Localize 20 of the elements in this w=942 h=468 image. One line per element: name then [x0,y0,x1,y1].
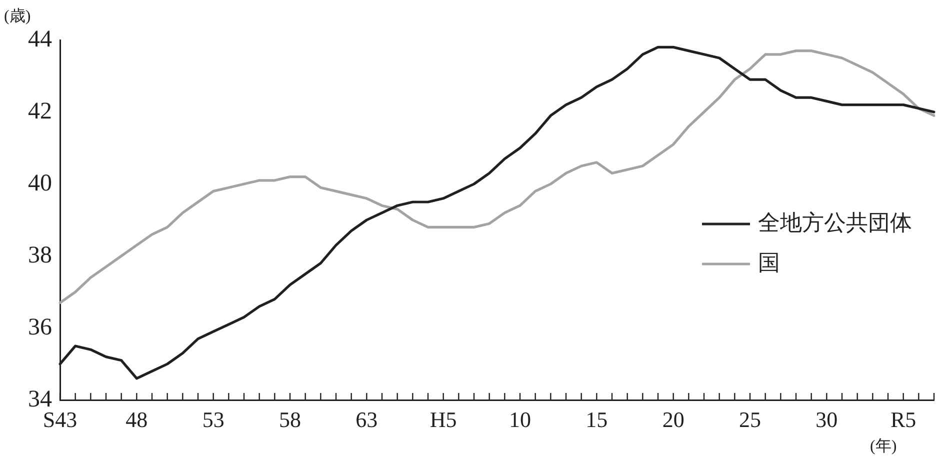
y-tick-label: 44 [28,26,52,52]
x-axis-title: (年) [870,437,897,457]
x-tick-label: 48 [126,406,148,432]
x-tick-label: 30 [816,406,838,432]
y-tick-label: 36 [28,314,52,340]
legend-label: 国 [758,250,780,275]
x-tick-label: H5 [430,406,457,432]
x-tick-label: 10 [509,406,531,432]
x-tick-label: 25 [739,406,761,432]
legend-label: 全地方公共団体 [758,210,912,235]
x-tick-label: 58 [279,406,301,432]
x-tick-label: 20 [662,406,684,432]
y-tick-label: 40 [28,170,52,196]
y-tick-label: 38 [28,242,52,268]
y-axis-title: (歳) [4,6,31,27]
x-tick-label: R5 [890,406,916,432]
x-tick-label: 53 [202,406,224,432]
x-tick-label: 63 [356,406,378,432]
y-tick-label: 42 [28,98,52,124]
x-tick-label: 15 [586,406,608,432]
